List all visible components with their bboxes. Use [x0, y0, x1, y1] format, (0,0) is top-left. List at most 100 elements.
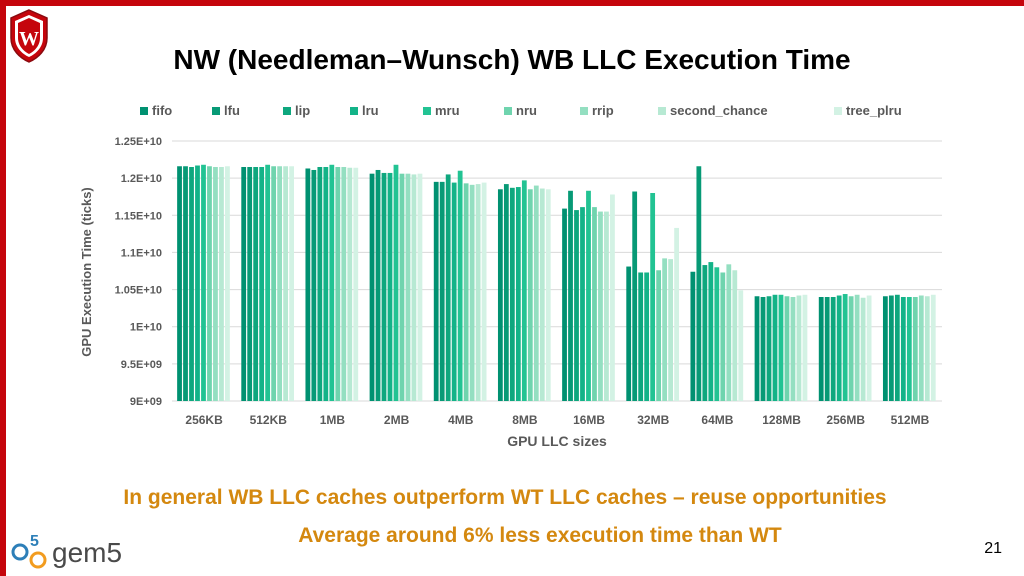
bar-tree_plru	[481, 182, 487, 401]
bar-nru	[335, 167, 341, 401]
bar-nru	[463, 183, 469, 401]
x-tick-label: 256KB	[185, 413, 223, 427]
takeaway-line-1: In general WB LLC caches outperform WT L…	[123, 486, 887, 509]
bar-rrip	[405, 173, 411, 401]
bar-nru	[592, 207, 597, 401]
bar-rrip	[790, 297, 796, 401]
bar-rrip	[533, 185, 539, 401]
legend-label-lip: lip	[295, 103, 310, 118]
x-axis-ticks: 256KB 512KB 1MB 2MB 4MB 8MB 16MB 32MB 64MB 128MB 2…	[185, 413, 929, 427]
bar-lip	[702, 265, 708, 401]
bar-lru	[195, 165, 200, 401]
bar-rrip	[854, 294, 860, 401]
bar-lru	[772, 294, 778, 401]
bar-rrip	[662, 258, 668, 401]
bar-tree_plru	[610, 194, 615, 401]
x-tick-label: 2MB	[384, 413, 410, 427]
bar-mru	[329, 164, 335, 401]
x-tick-label: 512MB	[891, 413, 930, 427]
x-tick-label: 512KB	[250, 413, 288, 427]
bar-lip	[509, 187, 515, 401]
bar-second_chance	[860, 297, 866, 401]
bar-nru	[656, 270, 662, 401]
bar-second_chance	[219, 167, 224, 401]
x-tick-label: 8MB	[512, 413, 538, 427]
bar-second_chance	[283, 166, 289, 401]
bar-mru	[586, 190, 591, 401]
bar-fifo	[818, 297, 824, 401]
bar-lfu	[503, 184, 509, 401]
page-number: 21	[984, 540, 1002, 557]
bar-nru	[784, 296, 790, 401]
bar-lip	[317, 167, 323, 401]
bar-lru	[259, 167, 265, 401]
bar-lip	[638, 272, 644, 401]
bar-rrip	[341, 167, 347, 401]
bar-nru	[912, 297, 918, 401]
bar-lfu	[375, 169, 381, 401]
bar-lfu	[760, 297, 766, 401]
y-tick-label: 1.25E+10	[115, 136, 162, 148]
y-tick-label: 9E+09	[130, 396, 162, 408]
bar-lru	[387, 172, 393, 401]
bar-lfu	[888, 295, 894, 401]
bar-nru	[271, 166, 277, 401]
legend-swatch-fifo	[140, 107, 148, 115]
chart-gridlines	[172, 140, 942, 402]
x-axis-label: GPU LLC sizes	[507, 433, 607, 449]
bar-lfu	[632, 191, 638, 401]
bar-mru	[650, 193, 656, 401]
bar-mru	[457, 170, 463, 401]
bar-lip	[894, 294, 900, 401]
bar-lip	[189, 167, 194, 401]
bar-fifo	[754, 296, 760, 401]
legend-swatch-rrip	[580, 107, 588, 115]
execution-time-chart: fifo lfu lip lru mru nru rrip second_chance tree…	[79, 103, 942, 449]
bar-rrip	[598, 211, 603, 401]
legend-label-mru: mru	[435, 103, 460, 118]
bar-fifo	[177, 166, 182, 401]
bar-fifo	[241, 167, 247, 401]
bar-rrip	[918, 295, 924, 401]
x-tick-label: 1MB	[320, 413, 346, 427]
bar-lru	[644, 272, 650, 401]
legend-swatch-tree_plru	[834, 107, 842, 115]
bar-rrip	[469, 184, 475, 401]
legend-label-nru: nru	[516, 103, 537, 118]
bar-nru	[527, 189, 533, 401]
x-tick-label: 128MB	[762, 413, 801, 427]
bar-second_chance	[347, 167, 353, 401]
x-tick-label: 64MB	[701, 413, 733, 427]
bar-lfu	[311, 169, 317, 401]
bar-fifo	[690, 271, 696, 401]
bar-mru	[201, 164, 206, 401]
bar-mru	[842, 294, 848, 401]
x-tick-label: 4MB	[448, 413, 474, 427]
legend-label-tree_plru: tree_plru	[846, 103, 902, 118]
bar-lru	[900, 297, 906, 401]
bar-lfu	[824, 297, 830, 401]
bar-tree_plru	[353, 167, 359, 401]
legend-label-lru: lru	[362, 103, 379, 118]
gem5-logo-icon: 5 gem5	[11, 533, 122, 569]
bar-fifo	[305, 168, 311, 401]
legend-label-rrip: rrip	[592, 103, 614, 118]
bar-second_chance	[539, 188, 545, 401]
bar-mru	[778, 294, 784, 401]
bar-tree_plru	[866, 295, 872, 401]
takeaway-line-2: Average around 6% less execution time th…	[298, 524, 782, 547]
y-tick-label: 1.05E+10	[115, 285, 162, 297]
bar-second_chance	[604, 211, 609, 401]
slide-title: NW (Needleman–Wunsch) WB LLC Execution T…	[173, 44, 851, 75]
bar-second_chance	[475, 184, 481, 401]
bar-lfu	[696, 166, 702, 401]
bar-tree_plru	[545, 189, 551, 401]
bar-second_chance	[796, 295, 802, 401]
logo-wordmark: gem5	[52, 537, 122, 568]
bar-rrip	[277, 166, 283, 401]
bar-second_chance	[411, 174, 417, 401]
top-accent-bar	[0, 0, 1024, 6]
bar-lip	[253, 167, 259, 401]
bar-lru	[323, 167, 329, 401]
bar-lfu	[183, 166, 188, 401]
